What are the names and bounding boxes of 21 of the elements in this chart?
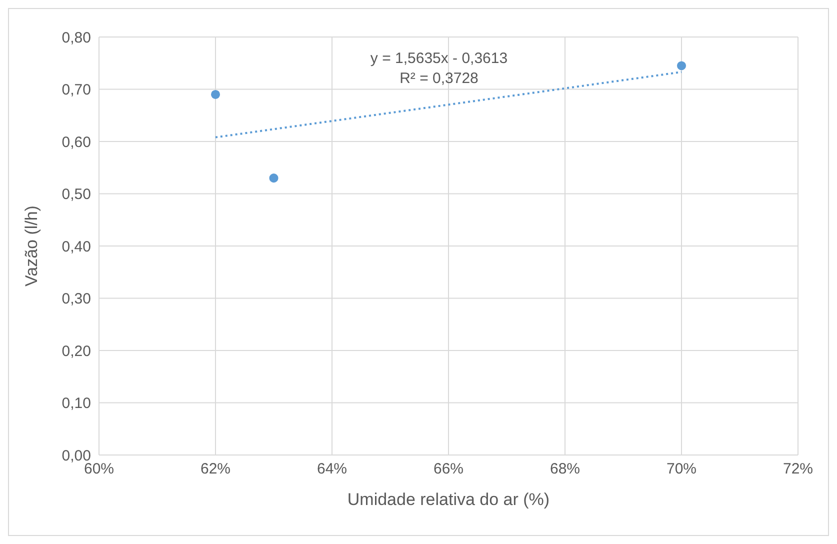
y-tick-label: 0,80 xyxy=(62,29,91,46)
y-tick-label: 0,40 xyxy=(62,238,91,256)
y-tick-label: 0,20 xyxy=(62,342,91,360)
x-tick-label: 70% xyxy=(666,460,697,478)
annotation: y = 1,5635x - 0,3613 xyxy=(369,49,509,69)
y-tick-label: 0,10 xyxy=(62,395,91,412)
y-tick-label: 0,50 xyxy=(62,186,91,204)
x-tick-label: 66% xyxy=(433,460,464,478)
point xyxy=(210,90,220,99)
y-tick-label: 0,70 xyxy=(62,82,91,99)
y-tick-label: 0,60 xyxy=(62,134,91,151)
point xyxy=(676,61,686,70)
annotation: R² = 0,3728 xyxy=(398,69,480,89)
y-axis-title: Vazão (l/h) xyxy=(22,206,42,286)
x-tick-label: 64% xyxy=(316,460,348,478)
point xyxy=(269,174,278,183)
x-tick-label: 62% xyxy=(200,460,231,478)
y-tick-label: 0,30 xyxy=(62,290,91,308)
x-tick-label: 68% xyxy=(550,460,580,478)
x-axis-title: Umidade relativa do ar (%) xyxy=(347,490,550,509)
x-tick-label: 72% xyxy=(782,460,814,478)
